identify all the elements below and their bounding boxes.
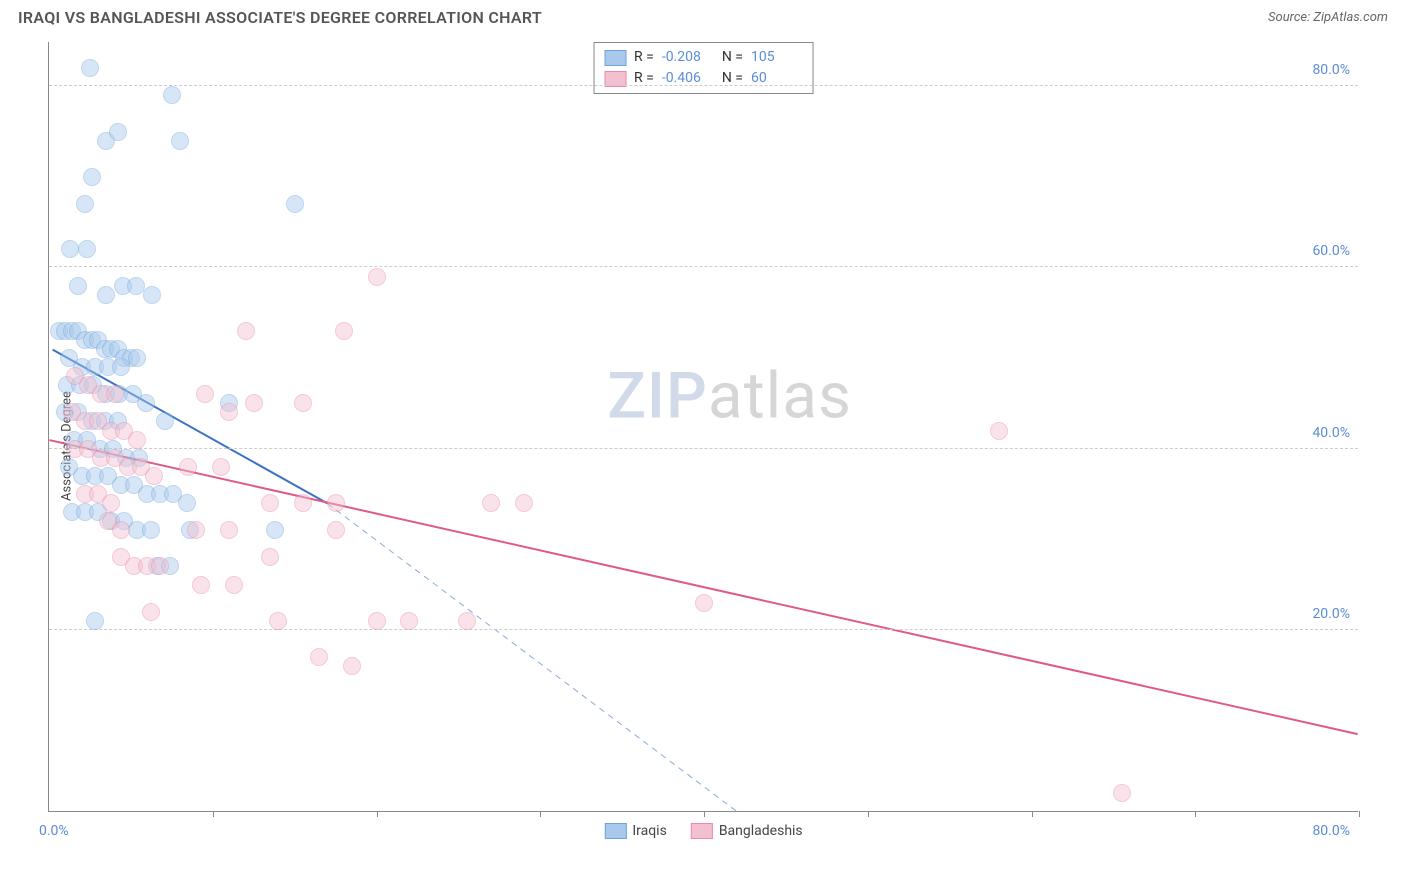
x-tick <box>1359 811 1360 817</box>
scatter-point <box>695 594 713 612</box>
watermark: ZIPatlas <box>607 358 852 433</box>
scatter-point <box>83 168 101 186</box>
scatter-point <box>368 268 386 286</box>
swatch-iraqis <box>604 50 626 66</box>
gridline-h <box>49 629 1358 630</box>
scatter-point <box>112 358 130 376</box>
scatter-point <box>143 286 161 304</box>
scatter-point <box>990 422 1008 440</box>
scatter-point <box>212 458 230 476</box>
scatter-point <box>237 322 255 340</box>
scatter-point <box>294 494 312 512</box>
scatter-point <box>327 494 345 512</box>
scatter-point <box>151 557 169 575</box>
source-label: Source: ZipAtlas.com <box>1268 10 1388 25</box>
scatter-point <box>220 403 238 421</box>
scatter-point <box>137 394 155 412</box>
y-tick-label: 60.0% <box>1312 243 1350 259</box>
scatter-chart: ZIPatlas R = -0.208 N = 105 R = -0.406 N… <box>48 42 1358 812</box>
scatter-point <box>515 494 533 512</box>
scatter-point <box>192 576 210 594</box>
legend-label-bangladeshis: Bangladeshis <box>719 823 803 839</box>
scatter-point <box>109 123 127 141</box>
scatter-point <box>187 521 205 539</box>
swatch-bangladeshis <box>604 71 626 87</box>
x-tick <box>704 811 705 817</box>
x-tick <box>213 811 214 817</box>
y-tick-label: 80.0% <box>1312 62 1350 78</box>
x-tick <box>1032 811 1033 817</box>
swatch-bangladeshis-bottom <box>691 823 713 839</box>
scatter-point <box>112 521 130 539</box>
swatch-iraqis-bottom <box>604 823 626 839</box>
scatter-point <box>163 86 181 104</box>
legend-label-iraqis: Iraqis <box>632 823 666 839</box>
legend-row-iraqis: R = -0.208 N = 105 <box>604 47 803 68</box>
scatter-point <box>266 521 284 539</box>
scatter-point <box>400 612 418 630</box>
scatter-point <box>225 576 243 594</box>
trend-lines <box>49 42 1358 811</box>
scatter-point <box>286 195 304 213</box>
scatter-point <box>458 612 476 630</box>
x-tick <box>540 811 541 817</box>
scatter-point <box>245 394 263 412</box>
scatter-point <box>142 603 160 621</box>
x-max-label: 80.0% <box>1312 823 1350 839</box>
scatter-point <box>61 240 79 258</box>
scatter-point <box>81 59 99 77</box>
scatter-point <box>196 385 214 403</box>
chart-title: IRAQI VS BANGLADESHI ASSOCIATE'S DEGREE … <box>18 8 542 27</box>
scatter-point <box>261 548 279 566</box>
r-value-iraqis: -0.208 <box>662 47 714 68</box>
scatter-point <box>69 277 87 295</box>
scatter-point <box>220 521 238 539</box>
gridline-h <box>49 448 1358 449</box>
scatter-point <box>1113 784 1131 802</box>
series-legend: Iraqis Bangladeshis <box>604 823 802 839</box>
x-tick <box>1195 811 1196 817</box>
y-tick-label: 20.0% <box>1312 606 1350 622</box>
legend-item-bangladeshis: Bangladeshis <box>691 823 803 839</box>
scatter-point <box>76 195 94 213</box>
scatter-point <box>102 494 120 512</box>
scatter-point <box>106 385 124 403</box>
x-tick <box>377 811 378 817</box>
scatter-point <box>269 612 287 630</box>
scatter-point <box>343 657 361 675</box>
scatter-point <box>261 494 279 512</box>
scatter-point <box>327 521 345 539</box>
gridline-h <box>49 266 1358 267</box>
y-tick-label: 40.0% <box>1312 425 1350 441</box>
scatter-point <box>145 467 163 485</box>
n-value-iraqis: 105 <box>751 47 803 68</box>
scatter-point <box>171 132 189 150</box>
scatter-point <box>142 521 160 539</box>
scatter-point <box>310 648 328 666</box>
scatter-point <box>368 612 386 630</box>
x-tick <box>868 811 869 817</box>
legend-item-iraqis: Iraqis <box>604 823 666 839</box>
scatter-point <box>97 286 115 304</box>
scatter-point <box>78 240 96 258</box>
x-origin-label: 0.0% <box>39 823 69 839</box>
gridline-h <box>49 85 1358 86</box>
scatter-point <box>128 349 146 367</box>
scatter-point <box>178 494 196 512</box>
scatter-point <box>128 431 146 449</box>
scatter-point <box>156 412 174 430</box>
scatter-point <box>127 277 145 295</box>
scatter-point <box>179 458 197 476</box>
scatter-point <box>86 612 104 630</box>
scatter-point <box>294 394 312 412</box>
scatter-point <box>335 322 353 340</box>
scatter-point <box>482 494 500 512</box>
